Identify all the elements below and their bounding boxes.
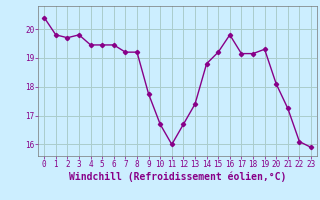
X-axis label: Windchill (Refroidissement éolien,°C): Windchill (Refroidissement éolien,°C)	[69, 172, 286, 182]
